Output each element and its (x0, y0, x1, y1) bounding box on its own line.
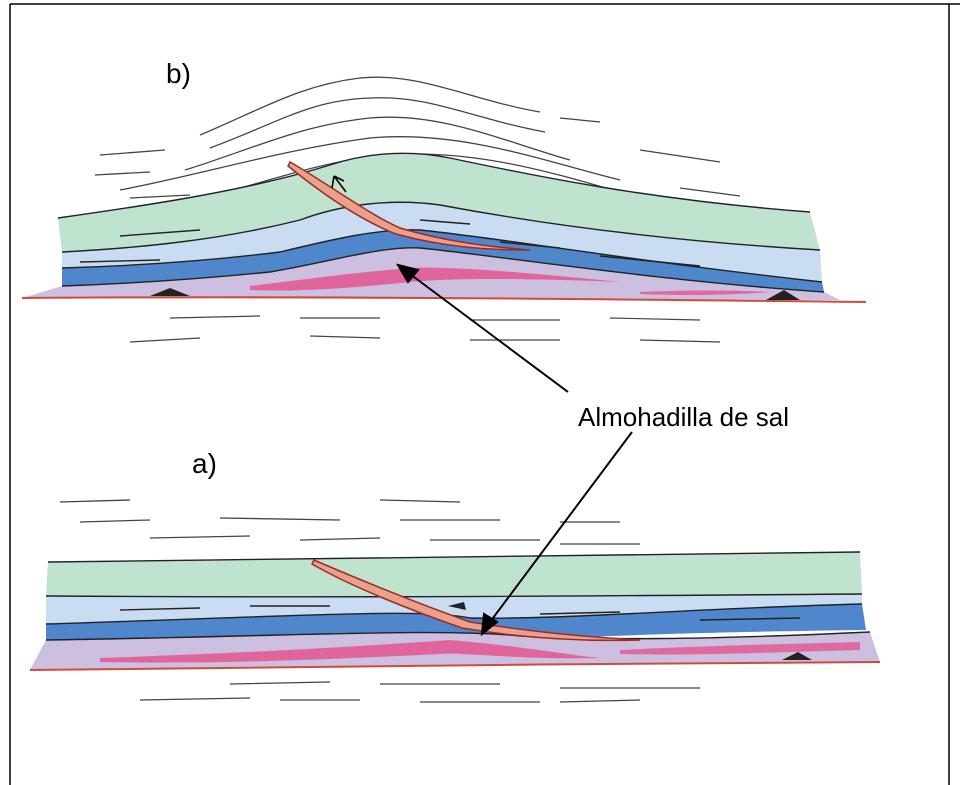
panel-b-section (22, 77, 866, 342)
salt-pillow-annotation: Almohadilla de sal (578, 402, 789, 433)
panel-b-label: b) (166, 58, 191, 90)
panel-a-section (30, 500, 880, 702)
panel-a-label: a) (192, 448, 217, 480)
panel-a-basement-lines (140, 682, 700, 702)
panel-b-basement-lines (130, 316, 720, 342)
panel-a-green-layer (46, 552, 862, 597)
